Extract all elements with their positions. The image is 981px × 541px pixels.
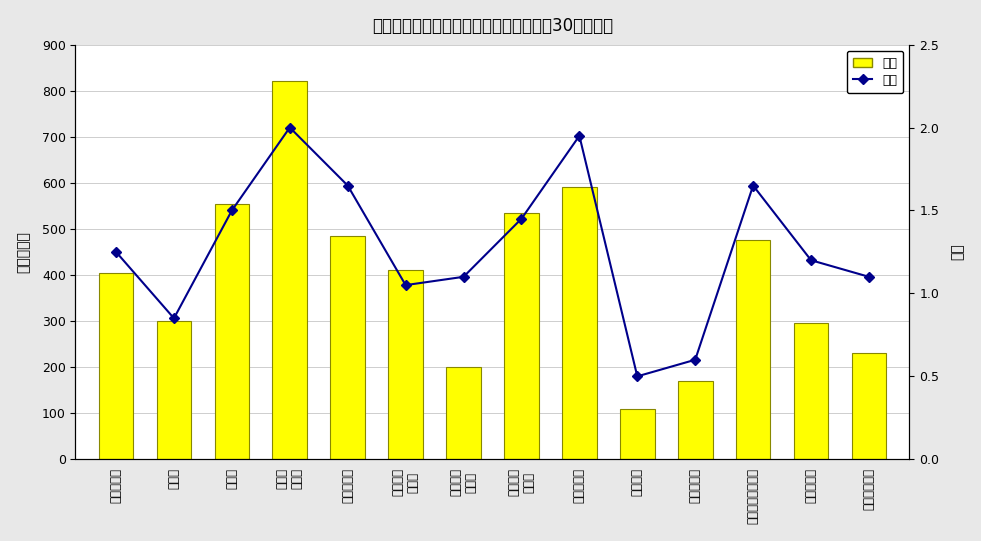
Bar	[678, 381, 712, 459]
Bar	[620, 408, 654, 459]
Bar	[157, 321, 191, 459]
Legend: 金額, 月数: 金額, 月数	[847, 51, 904, 93]
Bar	[852, 353, 886, 459]
Bar	[504, 213, 539, 459]
Bar	[446, 367, 481, 459]
Bar	[562, 187, 596, 459]
Y-axis label: 金額　千円: 金額 千円	[17, 231, 30, 273]
Y-axis label: 月数: 月数	[951, 243, 964, 260]
Bar	[99, 273, 133, 459]
Bar	[273, 82, 307, 459]
Title: 産業別年末賞与の支給状況（事業所規模30人以上）: 産業別年末賞与の支給状況（事業所規模30人以上）	[372, 17, 613, 35]
Bar	[331, 236, 365, 459]
Bar	[794, 324, 828, 459]
Bar	[215, 203, 249, 459]
Bar	[736, 240, 770, 459]
Bar	[388, 270, 423, 459]
